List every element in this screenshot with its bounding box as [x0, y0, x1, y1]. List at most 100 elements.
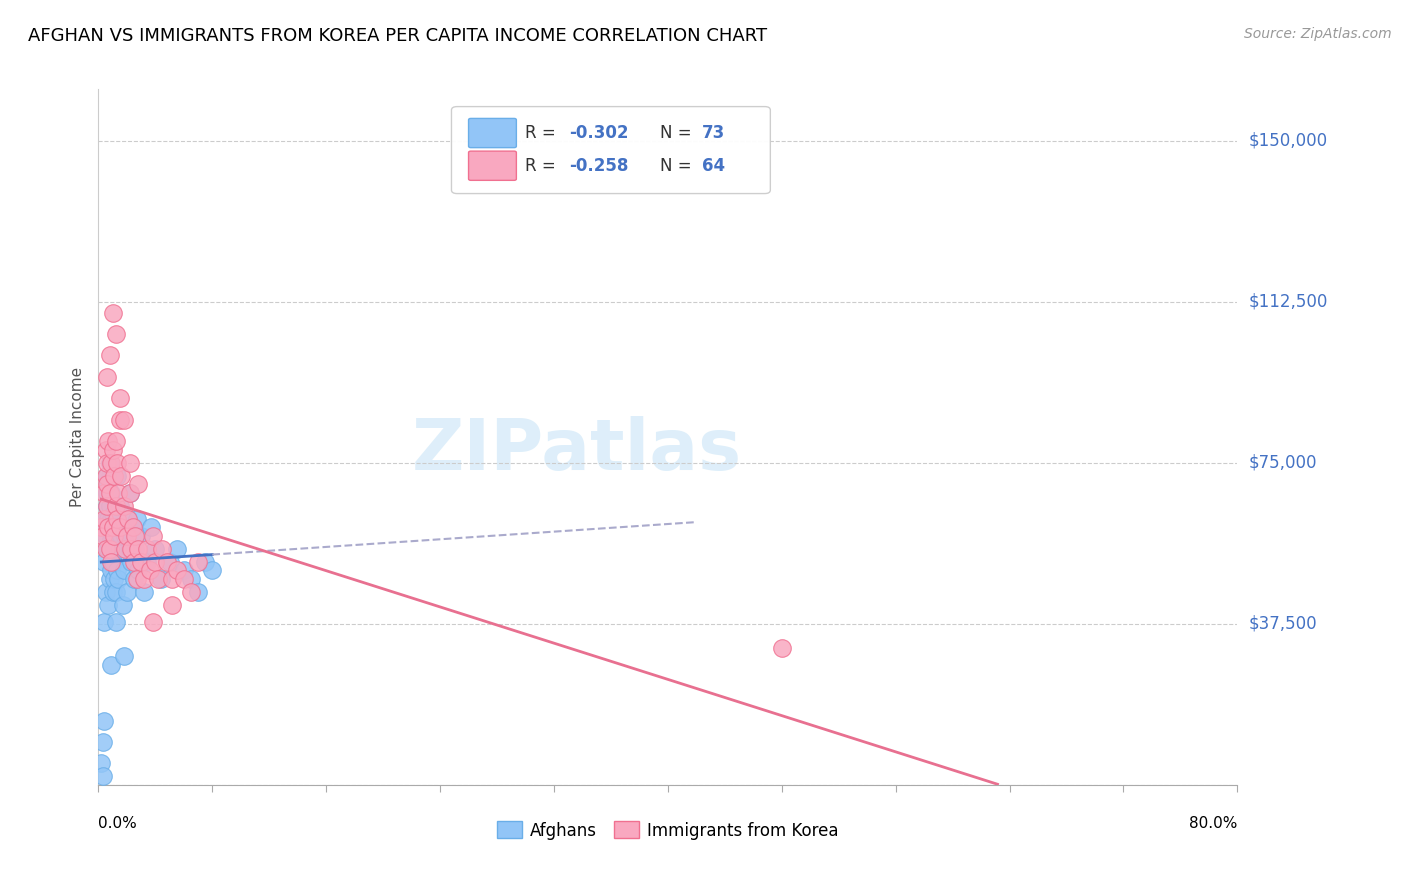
Point	[103, 468, 125, 483]
Point	[114, 541, 136, 556]
Point	[166, 563, 188, 577]
Point	[118, 486, 141, 500]
Text: 80.0%: 80.0%	[1189, 815, 1237, 830]
Point	[108, 499, 131, 513]
FancyBboxPatch shape	[468, 151, 516, 180]
Point	[93, 615, 115, 629]
Point	[118, 541, 141, 556]
Point	[139, 520, 162, 534]
Point	[98, 520, 121, 534]
Point	[94, 442, 117, 457]
Point	[96, 541, 118, 556]
Point	[120, 555, 142, 569]
Point	[159, 555, 181, 569]
Point	[104, 434, 127, 449]
Point	[145, 555, 167, 569]
Point	[108, 520, 131, 534]
Point	[115, 529, 138, 543]
Text: 0.0%: 0.0%	[98, 815, 138, 830]
Point	[121, 520, 143, 534]
Text: $112,500: $112,500	[1249, 293, 1327, 310]
Point	[138, 563, 160, 577]
Point	[201, 563, 224, 577]
Point	[98, 541, 121, 556]
Point	[94, 468, 117, 483]
Point	[117, 511, 139, 525]
Point	[115, 584, 138, 599]
Point	[93, 511, 115, 525]
Point	[162, 572, 184, 586]
Point	[141, 529, 163, 543]
Point	[105, 563, 128, 577]
Point	[105, 511, 128, 525]
Legend: Afghans, Immigrants from Korea: Afghans, Immigrants from Korea	[491, 814, 845, 847]
Text: $75,000: $75,000	[1249, 454, 1317, 472]
Point	[111, 598, 134, 612]
Point	[96, 486, 118, 500]
Point	[108, 541, 131, 556]
Point	[108, 392, 131, 406]
Y-axis label: Per Capita Income: Per Capita Income	[70, 367, 86, 508]
Point	[91, 769, 114, 783]
Point	[770, 640, 793, 655]
Point	[101, 555, 124, 569]
Point	[124, 541, 146, 556]
Point	[110, 529, 132, 543]
Point	[91, 529, 114, 543]
Point	[100, 533, 122, 548]
Point	[94, 511, 117, 525]
Point	[187, 584, 209, 599]
Point	[97, 520, 120, 534]
Point	[104, 584, 127, 599]
Point	[120, 541, 142, 556]
Point	[180, 584, 202, 599]
Point	[118, 486, 141, 500]
Point	[180, 572, 202, 586]
Point	[132, 584, 155, 599]
Point	[127, 477, 149, 491]
Text: AFGHAN VS IMMIGRANTS FROM KOREA PER CAPITA INCOME CORRELATION CHART: AFGHAN VS IMMIGRANTS FROM KOREA PER CAPI…	[28, 27, 768, 45]
Point	[105, 468, 128, 483]
Point	[107, 520, 129, 534]
Point	[125, 572, 148, 586]
Point	[104, 499, 127, 513]
Point	[97, 598, 120, 612]
FancyBboxPatch shape	[451, 106, 770, 194]
Text: R =: R =	[526, 157, 561, 175]
Point	[96, 456, 118, 470]
Point	[135, 555, 157, 569]
Point	[127, 563, 149, 577]
Point	[105, 456, 128, 470]
Point	[104, 326, 127, 341]
Point	[129, 555, 152, 569]
Point	[104, 511, 127, 525]
Point	[112, 499, 135, 513]
Point	[152, 541, 174, 556]
Text: Source: ZipAtlas.com: Source: ZipAtlas.com	[1244, 27, 1392, 41]
Point	[98, 349, 121, 363]
Text: -0.302: -0.302	[569, 124, 628, 142]
Point	[148, 572, 170, 586]
Point	[101, 305, 124, 319]
Text: N =: N =	[659, 157, 697, 175]
Point	[101, 442, 124, 457]
Point	[96, 520, 118, 534]
Point	[98, 499, 121, 513]
Point	[110, 468, 132, 483]
Point	[103, 520, 125, 534]
Point	[114, 529, 136, 543]
Point	[107, 486, 129, 500]
Point	[100, 555, 122, 569]
Point	[97, 434, 120, 449]
Point	[145, 541, 167, 556]
Point	[187, 555, 209, 569]
Point	[97, 511, 120, 525]
Point	[94, 529, 117, 543]
Point	[125, 511, 148, 525]
Point	[100, 486, 122, 500]
Text: 64: 64	[702, 157, 725, 175]
Point	[173, 572, 195, 586]
Text: ZIPatlas: ZIPatlas	[412, 417, 742, 485]
Point	[122, 555, 145, 569]
Point	[93, 714, 115, 728]
